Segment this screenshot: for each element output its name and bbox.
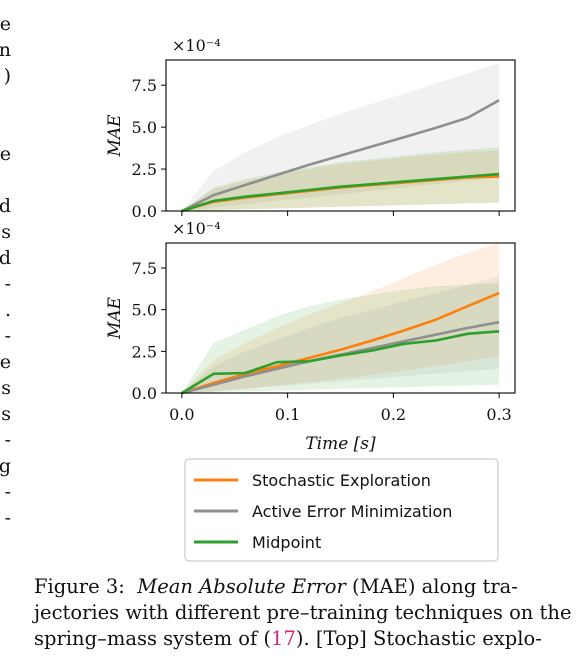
margin-fragment: s <box>1 403 11 425</box>
margin-fragment: g <box>0 455 11 477</box>
y-tick-label: 7.5 <box>132 259 157 278</box>
y-tick-label: 7.5 <box>132 76 157 95</box>
margin-fragment: - <box>4 481 11 503</box>
caption-line-2: jectories with different pre–training te… <box>34 601 572 624</box>
axes-frame <box>165 242 516 394</box>
series-line <box>181 330 500 395</box>
y-tick-label: 5.0 <box>132 118 157 137</box>
margin-fragment: e <box>0 351 11 373</box>
left-margin-text-fragments: e n) e d s d -. - e s s - g - - <box>0 0 14 664</box>
caption-line-3-pre: spring–mass system of ( <box>34 627 272 650</box>
y-axis-label: MAE <box>105 296 125 340</box>
margin-fragment: n <box>0 39 11 61</box>
x-tick-label: 0.3 <box>486 405 511 424</box>
x-tick-label: 0.0 <box>169 405 194 424</box>
reference-link[interactable]: 17 <box>271 627 296 650</box>
margin-fragment: s <box>1 221 11 243</box>
margin-fragment: e <box>0 13 11 35</box>
margin-fragment: . <box>4 299 11 321</box>
margin-fragment: - <box>4 429 11 451</box>
series-line <box>181 99 500 213</box>
caption-line-3-post: ). [Top] Stochastic explo- <box>295 627 542 650</box>
axis-scale-label: ×10⁻⁴ <box>172 36 221 55</box>
legend-label: Midpoint <box>252 533 321 552</box>
margin-fragment: d <box>0 247 11 269</box>
confidence-band <box>181 283 500 393</box>
margin-fragment: - <box>4 507 11 529</box>
y-axis-label: MAE <box>105 114 125 158</box>
y-tick-label: 2.5 <box>132 160 157 179</box>
margin-fragment: s <box>1 377 11 399</box>
caption-line-3: spring–mass system of (17). [Top] Stocha… <box>34 626 578 652</box>
legend-label: Active Error Minimization <box>252 502 452 521</box>
x-tick-label: 0.1 <box>275 405 300 424</box>
caption-title: Mean Absolute Error <box>137 575 346 598</box>
x-axis-label: Time [s] <box>305 434 376 454</box>
margin-fragment: ) <box>3 65 11 87</box>
bottom-panel: 0.0 2.5 5.0 7.5 0.0 0.1 0.2 0.3 ×10⁻⁴ MAE Time [s] <box>105 219 516 454</box>
margin-fragment: d <box>0 195 11 217</box>
x-tick-label: 0.2 <box>381 405 406 424</box>
caption-label: Figure 3: <box>34 575 125 598</box>
caption-line-1-rest: (MAE) along tra- <box>345 575 518 598</box>
confidence-band <box>181 276 500 393</box>
legend-box <box>184 458 499 562</box>
margin-fragment: - <box>4 325 11 347</box>
y-tick-label: 0.0 <box>132 202 157 221</box>
caption-line-1: Figure 3: Mean Absolute Error (MAE) alon… <box>34 574 578 600</box>
series-line <box>181 291 500 395</box>
margin-fragment: e <box>0 143 11 165</box>
confidence-band <box>181 63 500 212</box>
y-tick-label: 2.5 <box>132 342 157 361</box>
y-tick-label: 0.0 <box>132 384 157 403</box>
series-line <box>181 172 500 213</box>
y-tick-label: 5.0 <box>132 301 157 320</box>
legend-label: Stochastic Exploration <box>252 471 431 490</box>
legend: Stochastic Exploration Active Error Minim… <box>184 458 499 562</box>
confidence-band <box>181 243 500 393</box>
axis-scale-label: ×10⁻⁴ <box>172 219 221 238</box>
axes-frame <box>165 59 516 212</box>
margin-fragment: - <box>4 273 11 295</box>
figure-caption: Figure 3: Mean Absolute Error (MAE) alon… <box>34 574 578 652</box>
top-panel: 0.0 2.5 5.0 7.5 ×10⁻⁴ MAE <box>105 36 516 221</box>
